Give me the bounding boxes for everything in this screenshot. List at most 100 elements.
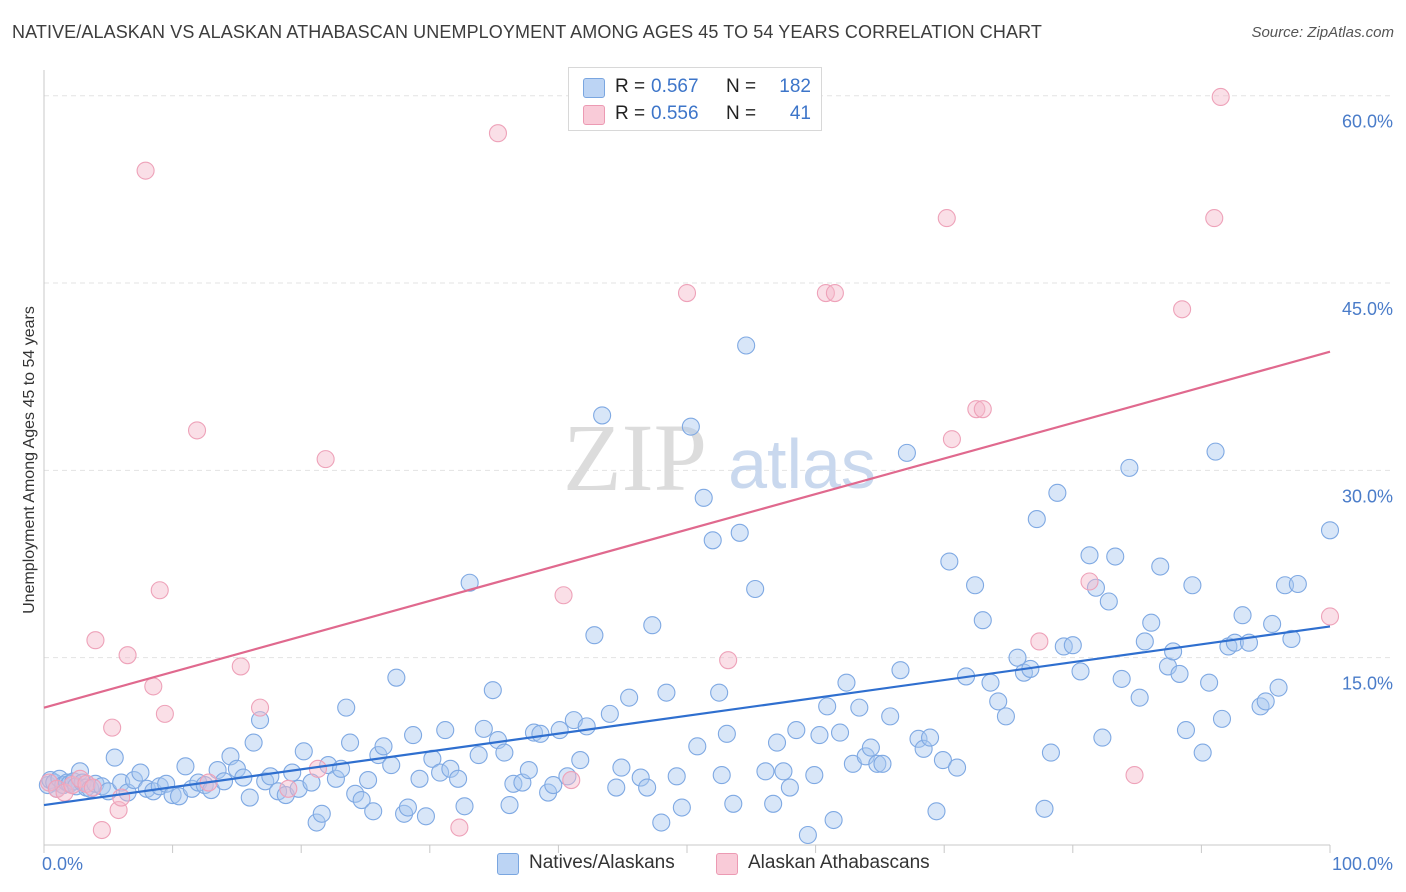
point-natives: [307, 813, 326, 832]
point-natives: [1176, 721, 1196, 740]
point-natives: [550, 721, 569, 740]
point-natives: [1164, 642, 1183, 661]
point-natives: [672, 798, 691, 817]
point-natives: [531, 724, 550, 743]
point-natives: [519, 761, 538, 780]
point-natives: [764, 794, 783, 813]
point-natives: [798, 825, 817, 845]
series-legend: Natives/Alaskans Alaskan Athabascans: [0, 851, 1406, 877]
point-natives: [577, 717, 596, 736]
point-natives: [710, 683, 729, 702]
correlation-legend: R = 0.567 N = 182 R = 0.556 N = 41: [568, 67, 822, 131]
x-tick-label: 0.0%: [42, 854, 83, 874]
point-athabascans: [719, 651, 738, 670]
point-athabascans: [250, 698, 270, 717]
point-natives: [416, 807, 435, 826]
point-natives: [787, 721, 806, 740]
legend-swatch-natives: [497, 853, 519, 875]
point-natives: [940, 552, 959, 571]
point-natives: [756, 762, 775, 781]
gridlines: [44, 95, 1392, 659]
point-natives: [495, 743, 514, 762]
point-athabascans: [144, 677, 163, 696]
point-natives: [767, 733, 787, 752]
axes: [43, 70, 1331, 853]
point-natives: [460, 573, 479, 592]
point-natives: [382, 756, 401, 775]
point-natives: [1130, 688, 1149, 707]
point-natives: [780, 778, 799, 797]
point-natives: [881, 707, 900, 726]
point-natives: [933, 751, 952, 770]
n-value: 182: [779, 76, 811, 97]
point-natives: [176, 757, 195, 776]
trend-line-natives: [43, 625, 1331, 807]
point-natives: [805, 766, 824, 785]
point-natives: [283, 763, 302, 782]
point-natives: [1269, 678, 1288, 697]
point-natives: [681, 417, 700, 436]
point-natives: [620, 688, 639, 707]
point-athabascans: [112, 788, 131, 807]
point-natives: [638, 778, 657, 797]
point-natives: [244, 733, 263, 752]
point-natives: [359, 771, 378, 790]
point-athabascans: [450, 818, 469, 837]
point-natives: [688, 737, 707, 756]
point-natives: [730, 523, 749, 542]
legend-label-natives: Natives/Alaskans: [529, 852, 675, 873]
watermark-atlas: atlas: [728, 425, 876, 503]
y-tick-label: 60.0%: [1342, 112, 1393, 132]
point-natives: [240, 788, 259, 807]
point-athabascans: [316, 450, 335, 469]
point-natives: [746, 579, 765, 599]
point-natives: [1035, 799, 1054, 818]
point-natives: [712, 766, 731, 785]
point-natives: [256, 772, 275, 791]
point-athabascans: [118, 646, 137, 665]
point-natives: [504, 774, 523, 793]
point-athabascans: [279, 779, 298, 798]
point-natives: [294, 742, 313, 761]
point-natives: [131, 763, 150, 782]
point-natives: [921, 728, 940, 747]
point-natives: [1027, 510, 1046, 529]
point-natives: [657, 683, 676, 702]
point-natives: [1282, 629, 1301, 649]
point-natives: [717, 724, 736, 743]
point-natives: [631, 768, 650, 787]
point-natives: [909, 729, 928, 748]
point-natives: [1054, 637, 1073, 656]
legend-swatch-natives: [583, 78, 605, 98]
trend-line-athabascans: [43, 350, 1331, 709]
point-natives: [312, 804, 331, 823]
point-athabascans: [55, 783, 74, 802]
point-natives: [837, 673, 856, 692]
legend-swatch-athabascans: [583, 105, 605, 125]
point-natives: [593, 406, 612, 425]
point-natives: [261, 767, 280, 786]
point-natives: [1212, 709, 1232, 728]
point-natives: [1200, 673, 1219, 692]
y-tick-label: 15.0%: [1342, 674, 1393, 694]
y-tick-label: 30.0%: [1342, 486, 1393, 506]
point-natives: [612, 758, 631, 777]
point-natives: [352, 790, 371, 810]
point-natives: [996, 707, 1015, 726]
point-natives: [571, 751, 590, 770]
point-natives: [1041, 743, 1060, 762]
point-natives: [404, 726, 423, 745]
point-natives: [850, 698, 869, 717]
point-athabascans: [150, 581, 169, 600]
point-natives: [341, 733, 360, 752]
data-points: [38, 87, 1340, 845]
point-natives: [1071, 662, 1090, 681]
point-natives: [124, 771, 144, 790]
point-athabascans: [86, 631, 105, 650]
point-natives: [1135, 632, 1154, 651]
point-natives: [868, 754, 887, 773]
point-natives: [1120, 458, 1139, 477]
point-natives: [1320, 521, 1340, 540]
point-natives: [449, 769, 468, 788]
point-natives: [1251, 697, 1270, 716]
